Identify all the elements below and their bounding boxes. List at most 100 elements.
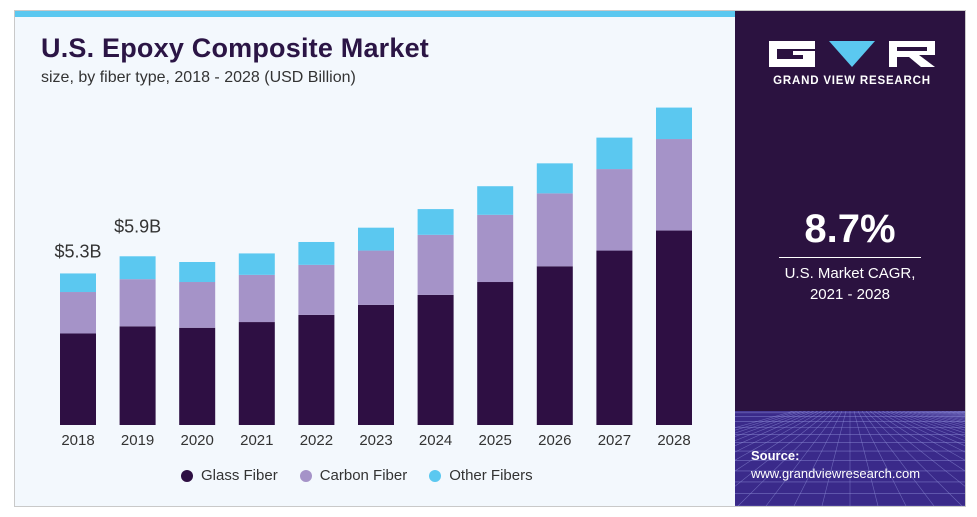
legend-item-carbon-fiber: Carbon Fiber <box>299 467 408 484</box>
source-note: Source: www.grandviewresearch.com <box>751 447 920 483</box>
bar-glass-fiber-2026 <box>536 266 573 425</box>
source-url: www.grandviewresearch.com <box>751 466 921 481</box>
cagr-label-line1: U.S. Market CAGR, <box>784 265 916 282</box>
grid-pattern-line <box>793 411 843 506</box>
bar-other-fibers-2026 <box>536 163 573 194</box>
bar-glass-fiber-2025 <box>477 282 514 425</box>
x-tick-label-2020: 2020 <box>181 432 214 449</box>
grid-pattern-line <box>735 411 811 442</box>
bar-glass-fiber-2024 <box>417 294 454 425</box>
grid-pattern-line <box>897 411 965 434</box>
cagr-divider <box>779 257 921 258</box>
grid-pattern-line <box>735 411 803 434</box>
cagr-label-line2: 2021 - 2028 <box>809 286 891 303</box>
grid-pattern-line <box>857 411 907 506</box>
grid-pattern-line <box>853 411 879 506</box>
bar-other-fibers-2019 <box>119 256 156 280</box>
grid-pattern-line <box>889 411 965 442</box>
grid-pattern-line <box>877 411 965 461</box>
x-tick-label-2028: 2028 <box>657 432 690 449</box>
grid-pattern-line <box>901 411 965 431</box>
brand-logo: GRAND VIEW RESEARCH <box>763 37 941 97</box>
bar-carbon-fiber-2026 <box>536 193 573 267</box>
bar-other-fibers-2022 <box>298 241 335 265</box>
bar-carbon-fiber-2019 <box>119 279 156 327</box>
infographic-frame: U.S. Epoxy Composite Market size, by fib… <box>14 10 966 507</box>
grid-pattern-line <box>735 411 831 487</box>
x-tick-label-2022: 2022 <box>300 432 333 449</box>
bar-carbon-fiber-2027 <box>596 169 633 251</box>
bar-glass-fiber-2022 <box>298 314 335 425</box>
grid-pattern-line <box>735 411 819 453</box>
accent-line <box>15 11 735 17</box>
legend-label-carbon-fiber: Carbon Fiber <box>319 467 408 484</box>
bar-other-fibers-2018 <box>60 273 96 293</box>
x-tick-label-2018: 2018 <box>61 432 94 449</box>
data-label-2019: $5.9B <box>114 216 161 236</box>
legend-item-other-fibers: Other Fibers <box>429 467 533 484</box>
bar-glass-fiber-2018 <box>60 333 96 425</box>
x-tick-label-2027: 2027 <box>598 432 631 449</box>
grid-pattern-line <box>821 411 847 506</box>
bar-carbon-fiber-2025 <box>477 214 514 283</box>
x-tick-label-2019: 2019 <box>121 432 154 449</box>
brand-name: GRAND VIEW RESEARCH <box>773 75 931 87</box>
cagr-label: U.S. Market CAGR, 2021 - 2028 <box>735 263 965 305</box>
grid-pattern-line <box>873 411 965 472</box>
grid-pattern-line <box>735 411 827 472</box>
bar-glass-fiber-2027 <box>596 250 633 425</box>
bar-other-fibers-2021 <box>238 253 275 275</box>
bar-carbon-fiber-2024 <box>417 234 454 295</box>
source-label: Source: <box>751 448 800 463</box>
grid-pattern-line <box>885 411 965 447</box>
legend-swatch-carbon-fiber <box>299 469 312 482</box>
x-tick-label-2023: 2023 <box>359 432 392 449</box>
bar-glass-fiber-2028 <box>656 230 692 425</box>
grid-pattern-line <box>869 411 965 487</box>
chart-title: U.S. Epoxy Composite Market <box>41 33 429 63</box>
x-tick-label-2025: 2025 <box>479 432 512 449</box>
bar-other-fibers-2023 <box>358 227 394 251</box>
x-tick-label-2021: 2021 <box>240 432 273 449</box>
bar-other-fibers-2024 <box>417 209 454 235</box>
bar-carbon-fiber-2018 <box>60 292 96 334</box>
chart-subtitle: size, by fiber type, 2018 - 2028 (USD Bi… <box>41 69 356 86</box>
bar-other-fibers-2020 <box>179 262 216 283</box>
grid-pattern-line <box>765 411 839 506</box>
grid-pattern-line <box>735 411 815 447</box>
bar-glass-fiber-2019 <box>119 326 156 425</box>
legend-swatch-glass-fiber <box>181 469 193 482</box>
grid-pattern-line <box>893 411 965 437</box>
bar-glass-fiber-2023 <box>358 304 394 425</box>
legend-label-other-fibers: Other Fibers <box>449 467 533 484</box>
grid-pattern-line <box>861 411 935 506</box>
grid-pattern-line <box>737 411 835 506</box>
bar-glass-fiber-2021 <box>238 322 275 425</box>
summary-panel: GRAND VIEW RESEARCH 8.7% U.S. Market CAG… <box>735 11 965 506</box>
bar-chart: 2018 2019 2020 2021 2022 2023 2024 2025 2026 2027… <box>54 107 692 449</box>
bar-other-fibers-2027 <box>596 137 633 170</box>
legend-swatch-other-fibers <box>429 469 442 482</box>
grid-pattern-line <box>735 411 795 428</box>
grid-pattern-line <box>905 411 965 428</box>
bar-carbon-fiber-2023 <box>358 250 394 305</box>
grid-pattern-line <box>735 411 823 461</box>
x-tick-label-2024: 2024 <box>419 432 452 449</box>
bar-other-fibers-2025 <box>477 186 514 215</box>
grid-pattern-line <box>865 411 963 506</box>
legend: Glass Fiber Carbon Fiber Other Fibers <box>181 467 555 484</box>
bar-other-fibers-2028 <box>656 107 692 140</box>
decorative-grid-pattern <box>735 411 965 506</box>
grid-pattern-line <box>735 411 807 437</box>
grid-pattern-line <box>735 411 799 431</box>
bar-carbon-fiber-2028 <box>656 139 692 231</box>
data-label-2018: $5.3B <box>54 241 101 261</box>
grid-pattern-line <box>881 411 965 453</box>
bar-carbon-fiber-2022 <box>298 264 335 315</box>
brand-logo-icon <box>769 41 935 67</box>
cagr-value: 8.7% <box>804 207 896 251</box>
legend-item-glass-fiber: Glass Fiber <box>181 467 278 484</box>
legend-label-glass-fiber: Glass Fiber <box>201 467 278 484</box>
bar-glass-fiber-2020 <box>179 327 216 425</box>
x-tick-label-2026: 2026 <box>538 432 571 449</box>
